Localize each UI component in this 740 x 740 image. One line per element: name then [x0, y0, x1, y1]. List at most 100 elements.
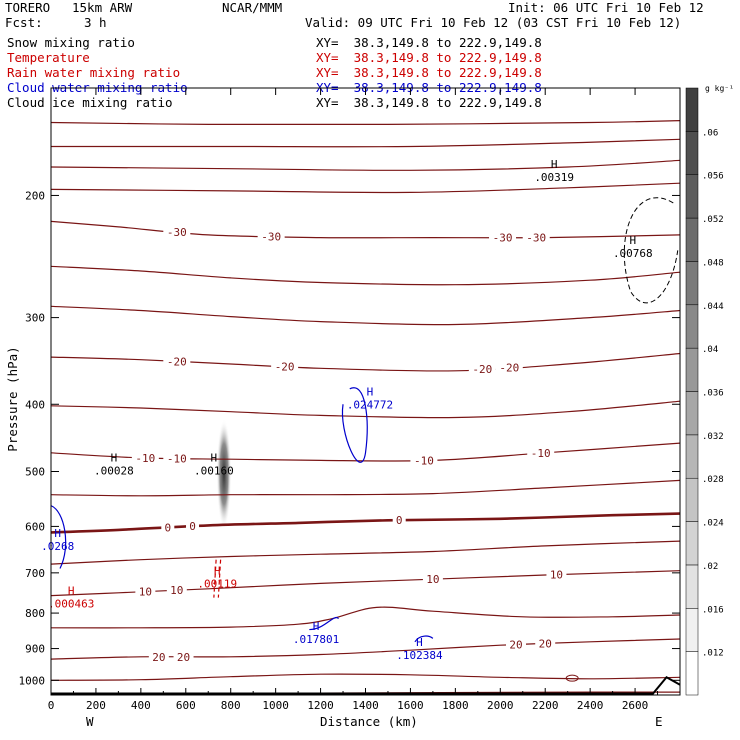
isotherm-label-bg [166, 584, 187, 597]
x-tick-label: 0 [48, 699, 55, 712]
extremum-value: .00119 [197, 577, 237, 590]
x-tick-label: 1200 [307, 699, 334, 712]
colorbar-segment [685, 217, 699, 262]
extremum-value: .017801 [293, 633, 339, 646]
isotherm-label-bg [392, 514, 406, 527]
isotherm-label-bg [546, 568, 567, 581]
colorbar-segment [685, 261, 699, 306]
isotherm-20 [51, 638, 680, 660]
isotherm-unlabeled [51, 305, 680, 326]
isotherm-label: -20 [499, 362, 519, 375]
rain-water-contour [217, 559, 222, 598]
isotherm-label: -20 [275, 361, 295, 374]
field-xy-rain: XY= 38.3,149.8 to 222.9,149.8 [316, 65, 542, 80]
terrain-profile [51, 675, 680, 695]
field-xy-temperature: XY= 38.3,149.8 to 222.9,149.8 [316, 50, 542, 65]
cloud-water-contour [414, 635, 434, 643]
colorbar-segment [685, 131, 699, 175]
field-label-temperature: Temperature [7, 50, 90, 65]
isotherm-label: 20 [539, 637, 552, 650]
model-name: TORERO [5, 0, 51, 15]
colorbar-tick-label: .032 [702, 432, 724, 442]
forecast-label: Fcst: [5, 15, 43, 30]
rain-water-contour [213, 559, 217, 598]
isotherm-label: -10 [531, 447, 551, 460]
extremum-value: .000463 [48, 598, 94, 611]
isotherm-label: 10 [550, 569, 563, 582]
y-axis-title: Pressure (hPa) [5, 346, 20, 452]
field-xy-snow: XY= 38.3,149.8 to 222.9,149.8 [316, 35, 542, 50]
colorbar-tick-label: .02 [702, 562, 718, 572]
isotherm-label: 10 [170, 584, 183, 597]
isotherm-unlabeled [51, 673, 680, 681]
x-tick-label: 1000 [262, 699, 289, 712]
isotherm-label-bg [522, 231, 550, 244]
isotherm--20 [51, 352, 680, 372]
isotherm-label-bg [410, 454, 438, 467]
x-tick-label: 2400 [577, 699, 604, 712]
plot-frame [50, 87, 681, 696]
isotherm-label: -30 [493, 232, 513, 245]
extremum-value: .102384 [396, 649, 443, 662]
colorbar-segment [685, 564, 699, 609]
colorbar-segment [685, 304, 699, 349]
cloud-water-contour [51, 505, 67, 569]
extremum-symbol: H [111, 451, 118, 464]
isotherm-unlabeled [51, 120, 680, 126]
y-tick-label: 200 [25, 189, 45, 202]
y-tick-label: 500 [25, 465, 45, 478]
extremum-symbol: H [551, 158, 558, 171]
x-tick-label: 1800 [442, 699, 469, 712]
isotherm-label: -30 [261, 230, 281, 243]
isotherm-label-bg [257, 230, 285, 243]
colorbar-segment [685, 521, 699, 566]
isotherm-label: 0 [165, 521, 172, 534]
colorbar-tick-label: .04 [702, 345, 718, 355]
x-axis-right-label: E [655, 714, 663, 729]
isotherm-label-bg [163, 226, 191, 239]
field-xy-cloud-ice: XY= 38.3,149.8 to 222.9,149.8 [316, 95, 542, 110]
isotherm-label: 0 [189, 520, 196, 533]
y-tick-label: 800 [25, 607, 45, 620]
isotherm-label: 0 [396, 514, 403, 527]
valid-time: Valid: 09 UTC Fri 10 Feb 12 (03 CST Fri … [305, 15, 682, 30]
colorbar-tick-label: .016 [702, 605, 724, 615]
y-tick-label: 400 [25, 398, 45, 411]
colorbar-tick-label: .052 [702, 215, 724, 225]
x-axis-left-label: W [86, 714, 94, 729]
extremum-value: .00028 [94, 464, 134, 477]
y-tick-label: 1000 [19, 674, 46, 687]
extremum-value: .0268 [41, 540, 74, 553]
isotherm-label-bg [422, 573, 443, 586]
extremum-symbol: H [211, 451, 218, 464]
grid-resolution: 15km ARW [72, 0, 133, 15]
snow-mixing-field [216, 418, 232, 529]
colorbar-segment [685, 608, 699, 652]
isotherm-label: 10 [139, 586, 152, 599]
isotherm-label-bg [135, 585, 156, 598]
isotherm-label-bg [173, 650, 194, 663]
x-tick-label: 200 [86, 699, 106, 712]
x-tick-label: 1400 [352, 699, 379, 712]
isotherm-unlabeled [51, 138, 680, 148]
isotherm--30 [51, 220, 680, 239]
x-tick-label: 400 [131, 699, 151, 712]
isotherm-label: 20 [177, 651, 190, 664]
isotherm-label-bg [131, 451, 159, 464]
extremum-symbol: H [54, 527, 61, 540]
isotherm-label: -30 [167, 226, 187, 239]
isotherm-label-bg [163, 355, 191, 368]
colorbar: .012 .016 .02 .024 .028 .032 .036 .04 .044 .048 .0… [685, 87, 724, 696]
isotherm-unlabeled [51, 540, 680, 565]
extremum-symbol: H [416, 636, 423, 649]
isotherm-label-bg [186, 520, 200, 533]
colorbar-tick-label: .056 [702, 172, 724, 182]
isotherm-unlabeled [51, 606, 680, 629]
axes: 0 200 400 600 800 1000 1200 1400 1600 1800 2000 220… [19, 88, 680, 712]
colorbar-segment [685, 391, 699, 436]
isotherm-label-bg [527, 447, 555, 460]
colorbar-tick-label: .048 [702, 258, 724, 268]
center-name: NCAR/MMM [222, 0, 283, 15]
x-tick-label: 600 [176, 699, 196, 712]
